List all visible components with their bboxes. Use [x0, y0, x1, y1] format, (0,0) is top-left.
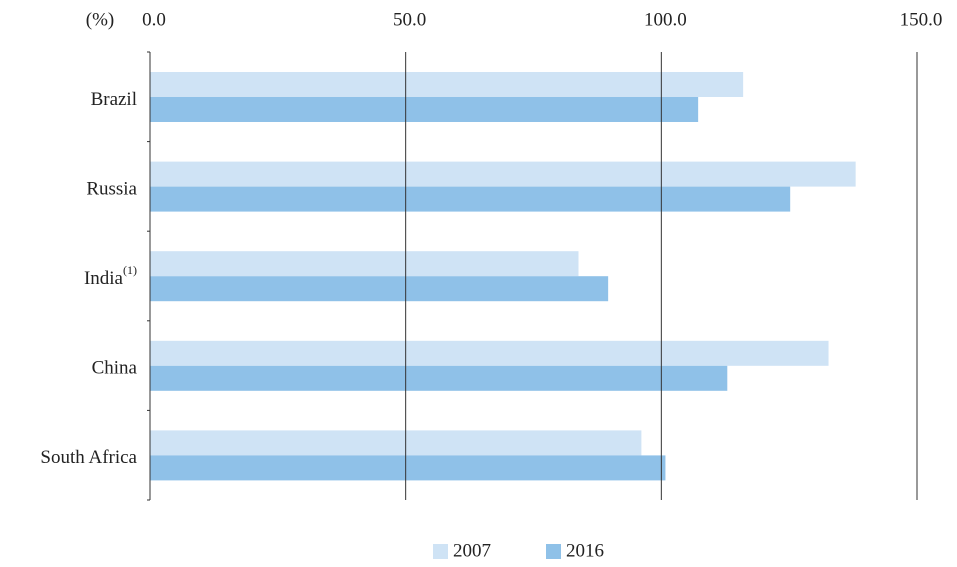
x-tick-label: 50.0 — [393, 9, 426, 30]
x-tick-label: 150.0 — [900, 9, 943, 30]
bar — [150, 161, 856, 187]
y-tick-label: Brazil — [91, 89, 137, 110]
bar — [150, 276, 609, 302]
bar — [150, 72, 744, 97]
legend-swatch — [433, 544, 448, 559]
y-tick-label: Russia — [86, 179, 137, 200]
category-name: China — [92, 358, 138, 379]
bar — [150, 365, 728, 391]
bar — [150, 251, 579, 277]
category-name: Brazil — [91, 89, 137, 110]
legend-swatch — [546, 544, 561, 559]
y-tick-label: India(1) — [84, 263, 137, 290]
bar — [150, 186, 791, 212]
x-tick-label: 0.0 — [142, 9, 166, 30]
legend-label: 2016 — [566, 540, 604, 561]
y-tick-label: China — [92, 358, 138, 379]
category-note: (1) — [123, 263, 137, 277]
bar — [150, 340, 829, 366]
x-tick-label: 100.0 — [644, 9, 687, 30]
y-tick-label: South Africa — [40, 448, 137, 469]
category-name: Russia — [86, 179, 137, 200]
category-name: India — [84, 268, 124, 289]
bar — [150, 97, 699, 122]
bar — [150, 430, 642, 456]
legend-label: 2007 — [453, 540, 491, 561]
bar — [150, 455, 666, 481]
category-name: South Africa — [40, 448, 137, 469]
axis-label: (%) — [86, 9, 114, 30]
